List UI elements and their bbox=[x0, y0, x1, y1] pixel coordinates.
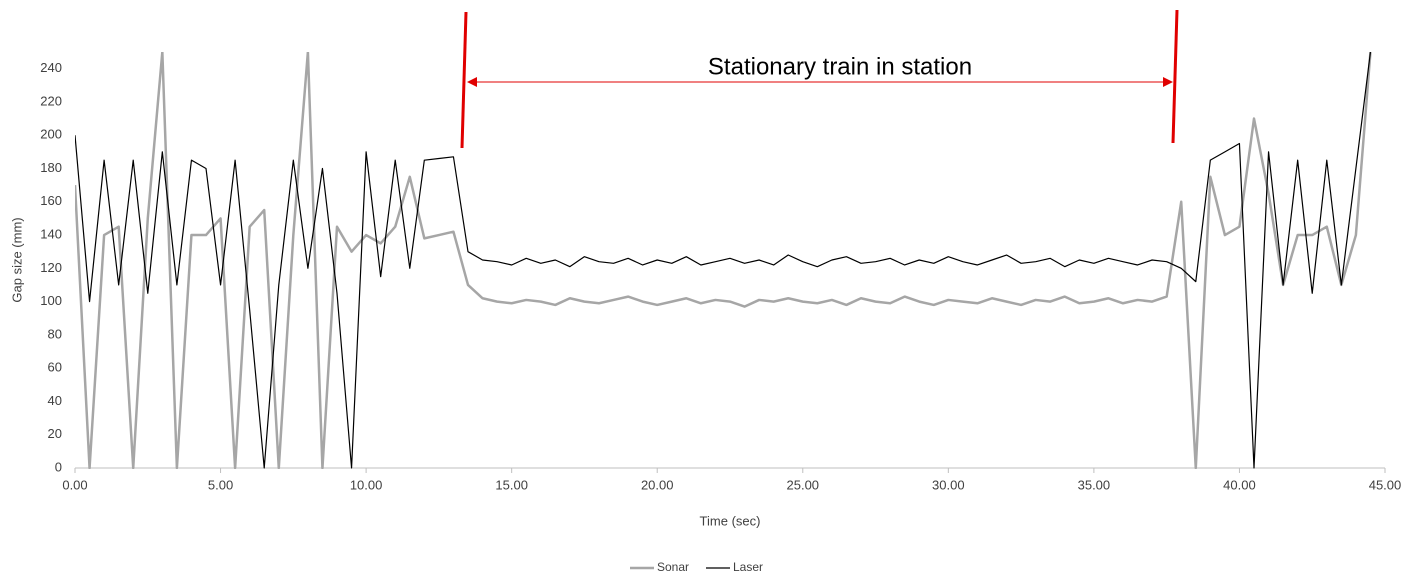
marker-line bbox=[460, 11, 468, 149]
y-tick-label: 40 bbox=[48, 393, 62, 408]
series-line bbox=[75, 52, 1372, 469]
y-tick-label: 100 bbox=[40, 293, 62, 308]
y-tick-label: 240 bbox=[40, 60, 62, 75]
plot-area bbox=[75, 52, 1372, 469]
x-tick-label: 35.00 bbox=[1078, 477, 1111, 492]
marker-line bbox=[1171, 9, 1179, 144]
y-axis-title: Gap size (mm) bbox=[9, 217, 24, 302]
x-tick-label: 15.00 bbox=[495, 477, 528, 492]
y-tick-label: 200 bbox=[40, 127, 62, 142]
legend-label: Sonar bbox=[657, 560, 689, 574]
x-axis-title: Time (sec) bbox=[700, 513, 761, 528]
x-tick-label: 5.00 bbox=[208, 477, 233, 492]
y-tick-label: 220 bbox=[40, 93, 62, 108]
x-tick-label: 40.00 bbox=[1223, 477, 1256, 492]
y-tick-label: 0 bbox=[55, 459, 62, 474]
x-tick-label: 0.00 bbox=[62, 477, 87, 492]
x-tick-label: 10.00 bbox=[350, 477, 383, 492]
y-tick-label: 180 bbox=[40, 160, 62, 175]
y-tick-label: 60 bbox=[48, 360, 62, 375]
y-tick-label: 80 bbox=[48, 326, 62, 341]
y-tick-label: 20 bbox=[48, 426, 62, 441]
y-tick-label: 140 bbox=[40, 226, 62, 241]
series-line bbox=[75, 52, 1372, 469]
x-tick-label: 20.00 bbox=[641, 477, 674, 492]
annotation: Stationary train in station bbox=[708, 53, 972, 80]
x-tick-label: 45.00 bbox=[1369, 477, 1402, 492]
x-tick-label: 25.00 bbox=[787, 477, 820, 492]
legend-label: Laser bbox=[733, 560, 763, 574]
y-tick-label: 120 bbox=[40, 260, 62, 275]
y-tick-label: 160 bbox=[40, 193, 62, 208]
x-tick-label: 30.00 bbox=[932, 477, 965, 492]
